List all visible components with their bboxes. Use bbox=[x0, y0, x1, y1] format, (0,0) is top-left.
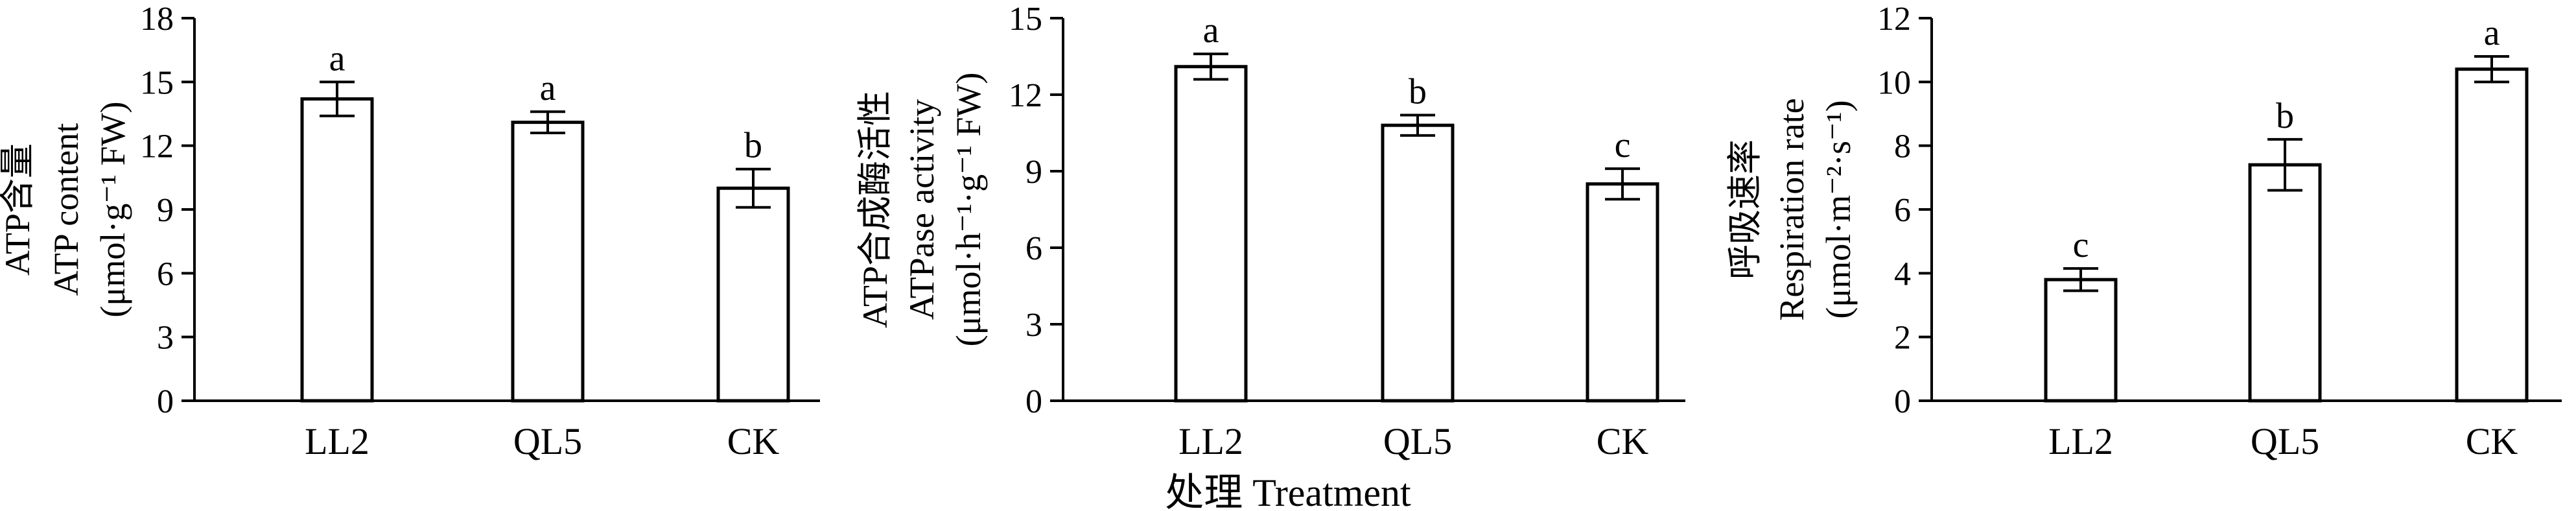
significance-letter: c bbox=[1615, 125, 1631, 165]
x-axis-title: 处理 Treatment bbox=[1165, 471, 1411, 511]
category-label: QL5 bbox=[2251, 420, 2319, 462]
bar-ql5 bbox=[1381, 123, 1455, 403]
y-tick-label: 12 bbox=[1009, 77, 1042, 114]
bar-ll2 bbox=[300, 97, 374, 403]
significance-letter: b bbox=[1409, 71, 1427, 112]
significance-letter: a bbox=[540, 68, 556, 108]
y-tick-label: 12 bbox=[1877, 1, 1911, 38]
chart-panel-2: 0 3 6 9 12 15 a LL2 b QL5 c CK ATP合成酶活性 ATPase activi… bbox=[856, 1, 1685, 462]
y-tick-label: 9 bbox=[157, 192, 174, 229]
y-tick-label: 3 bbox=[157, 320, 174, 357]
y-tick-label: 6 bbox=[1025, 230, 1042, 267]
y-tick-label: 0 bbox=[157, 383, 174, 420]
y-tick-label: 15 bbox=[140, 64, 174, 101]
y-tick-label: 8 bbox=[1894, 128, 1911, 165]
category-label: QL5 bbox=[513, 420, 582, 462]
category-label: QL5 bbox=[1383, 420, 1452, 462]
category-label: CK bbox=[2466, 420, 2518, 462]
y-tick-label: 3 bbox=[1025, 307, 1042, 344]
category-label: LL2 bbox=[305, 420, 369, 462]
y-axis-title-line-2: ATP content bbox=[47, 123, 86, 296]
y-axis-title-line-3: (μmol·g⁻¹ FW) bbox=[93, 101, 132, 317]
y-axis-title-line-1: ATP含量 bbox=[0, 143, 37, 276]
significance-letter: a bbox=[329, 38, 345, 78]
y-axis-title-line-2: ATPase activity bbox=[902, 99, 941, 320]
y-axis-title-line-3: (μmol·h⁻¹·g⁻¹ FW) bbox=[949, 73, 988, 347]
significance-letter: a bbox=[1203, 10, 1219, 51]
category-label: CK bbox=[727, 420, 780, 462]
significance-letter: b bbox=[2276, 96, 2294, 136]
bar-ck bbox=[1586, 182, 1659, 403]
category-label: LL2 bbox=[1178, 420, 1243, 462]
category-label: CK bbox=[1597, 420, 1649, 462]
y-tick-label: 0 bbox=[1025, 383, 1042, 420]
y-axis-title-line-1: 呼吸速率 bbox=[1726, 139, 1764, 279]
significance-letter: c bbox=[2073, 225, 2089, 265]
bar-ql5 bbox=[2248, 163, 2322, 403]
bar-ck bbox=[716, 186, 790, 403]
y-axis-title-line-3: (μmol·m⁻²·s⁻¹) bbox=[1819, 100, 1858, 318]
y-axis-title-line-1: ATP合成酶活性 bbox=[856, 91, 895, 328]
y-tick-label: 10 bbox=[1877, 64, 1911, 101]
y-tick-label: 6 bbox=[1894, 192, 1911, 229]
category-label: LL2 bbox=[2048, 420, 2113, 462]
bar-ll2 bbox=[2044, 278, 2118, 403]
y-tick-label: 2 bbox=[1894, 320, 1911, 357]
bar-ck bbox=[2455, 67, 2529, 403]
y-tick-label: 15 bbox=[1009, 1, 1042, 38]
significance-letter: b bbox=[744, 126, 762, 166]
bar-ll2 bbox=[1174, 65, 1248, 403]
y-axis-title-line-2: Respiration rate bbox=[1772, 98, 1811, 320]
chart-panel-1: 0 3 6 9 12 15 18 a LL2 a QL5 b CK ATP含量 ATP content (μm… bbox=[0, 1, 820, 462]
y-tick-label: 18 bbox=[140, 1, 174, 38]
y-tick-label: 0 bbox=[1894, 383, 1911, 420]
significance-letter: a bbox=[2484, 13, 2500, 53]
y-tick-label: 12 bbox=[140, 128, 174, 165]
y-tick-label: 4 bbox=[1894, 256, 1911, 292]
bar-ql5 bbox=[511, 121, 585, 403]
y-tick-label: 9 bbox=[1025, 154, 1042, 191]
y-tick-label: 6 bbox=[157, 256, 174, 292]
chart-panel-3: 0 2 4 6 8 10 12 c LL2 b QL5 a CK 呼吸速率 Respiration rate… bbox=[1726, 1, 2562, 462]
